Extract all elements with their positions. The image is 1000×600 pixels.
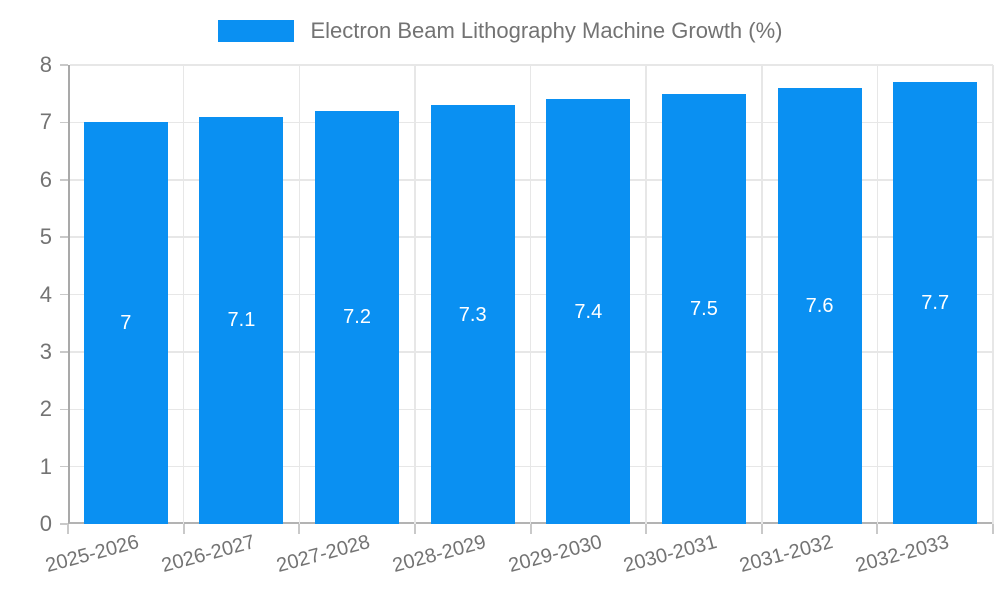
x-axis-label: 2027-2028	[274, 531, 373, 578]
x-gridline	[529, 65, 532, 524]
y-axis-tick	[60, 465, 68, 468]
x-axis-label: 2030-2031	[621, 531, 720, 578]
x-axis-label: 2029-2030	[505, 531, 605, 578]
y-axis-tick	[60, 408, 68, 410]
legend: Electron Beam Lithography Machine Growth…	[0, 18, 1000, 44]
bar-value-label: 7.3	[458, 303, 487, 326]
y-axis-label: 5	[39, 224, 52, 250]
x-axis-tick	[645, 524, 648, 534]
y-gridline	[70, 293, 993, 296]
bar-value-label: 7.4	[574, 300, 603, 323]
bar-value-label: 7.1	[227, 309, 256, 332]
x-axis-label: 2032-2033	[852, 531, 951, 578]
x-axis-tick	[67, 524, 69, 534]
x-gridline	[761, 65, 763, 524]
x-axis-tick	[760, 524, 763, 534]
y-axis-label: 2	[39, 396, 52, 422]
y-axis-label: 6	[39, 166, 52, 192]
x-gridline	[645, 65, 647, 524]
y-axis-label: 1	[39, 453, 52, 479]
bar-value-label: 7.7	[921, 292, 950, 315]
bar[interactable]	[199, 116, 284, 524]
x-axis-label: 2031-2032	[737, 531, 836, 578]
y-axis-tick	[60, 179, 68, 181]
y-axis-tick	[60, 523, 68, 525]
y-gridline	[70, 236, 993, 238]
y-gridline	[70, 465, 993, 468]
y-axis-tick	[60, 121, 68, 124]
y-axis-label: 0	[39, 511, 52, 536]
x-gridline	[992, 65, 994, 524]
legend-swatch-icon	[217, 20, 294, 42]
x-axis-tick	[413, 524, 416, 534]
bar[interactable]	[661, 93, 746, 524]
x-axis-tick	[876, 524, 879, 534]
x-gridline	[298, 65, 300, 524]
x-axis-label: 2025-2026	[43, 531, 142, 578]
x-gridline	[182, 65, 185, 524]
x-gridline	[414, 65, 416, 524]
y-axis-label: 7	[39, 109, 52, 135]
x-axis-label: 2028-2029	[390, 531, 489, 578]
x-axis-label: 2026-2027	[159, 531, 258, 578]
y-axis-label: 4	[39, 281, 52, 307]
y-axis-tick	[60, 351, 68, 353]
bar[interactable]	[893, 82, 978, 524]
bar[interactable]	[777, 87, 862, 524]
bar-value-label: 7.5	[690, 297, 718, 320]
bar-value-label: 7.2	[343, 306, 371, 329]
bar[interactable]	[430, 105, 515, 524]
bar-value-label: 7.6	[805, 294, 834, 317]
x-axis-tick	[298, 524, 301, 534]
y-axis-label: 3	[39, 338, 52, 364]
x-axis-tick	[992, 524, 994, 534]
x-axis-tick	[529, 524, 532, 534]
y-gridline	[70, 408, 993, 410]
legend-item[interactable]: Electron Beam Lithography Machine Growth…	[217, 18, 783, 44]
x-axis-tick	[182, 524, 185, 534]
bar[interactable]	[546, 99, 631, 524]
bar-value-label: 7	[120, 312, 132, 335]
y-axis-tick	[60, 64, 68, 66]
bar[interactable]	[315, 110, 400, 524]
y-axis-tick	[60, 293, 68, 296]
y-gridline	[70, 179, 993, 181]
y-gridline	[70, 64, 993, 66]
x-gridline	[876, 65, 879, 524]
y-gridline	[70, 351, 993, 353]
bar[interactable]	[83, 122, 168, 524]
chart-title: Electron Beam Lithography Machine Growth…	[310, 18, 783, 43]
y-axis-label: 8	[39, 52, 52, 77]
y-axis-tick	[60, 236, 68, 238]
y-gridline	[70, 121, 993, 124]
